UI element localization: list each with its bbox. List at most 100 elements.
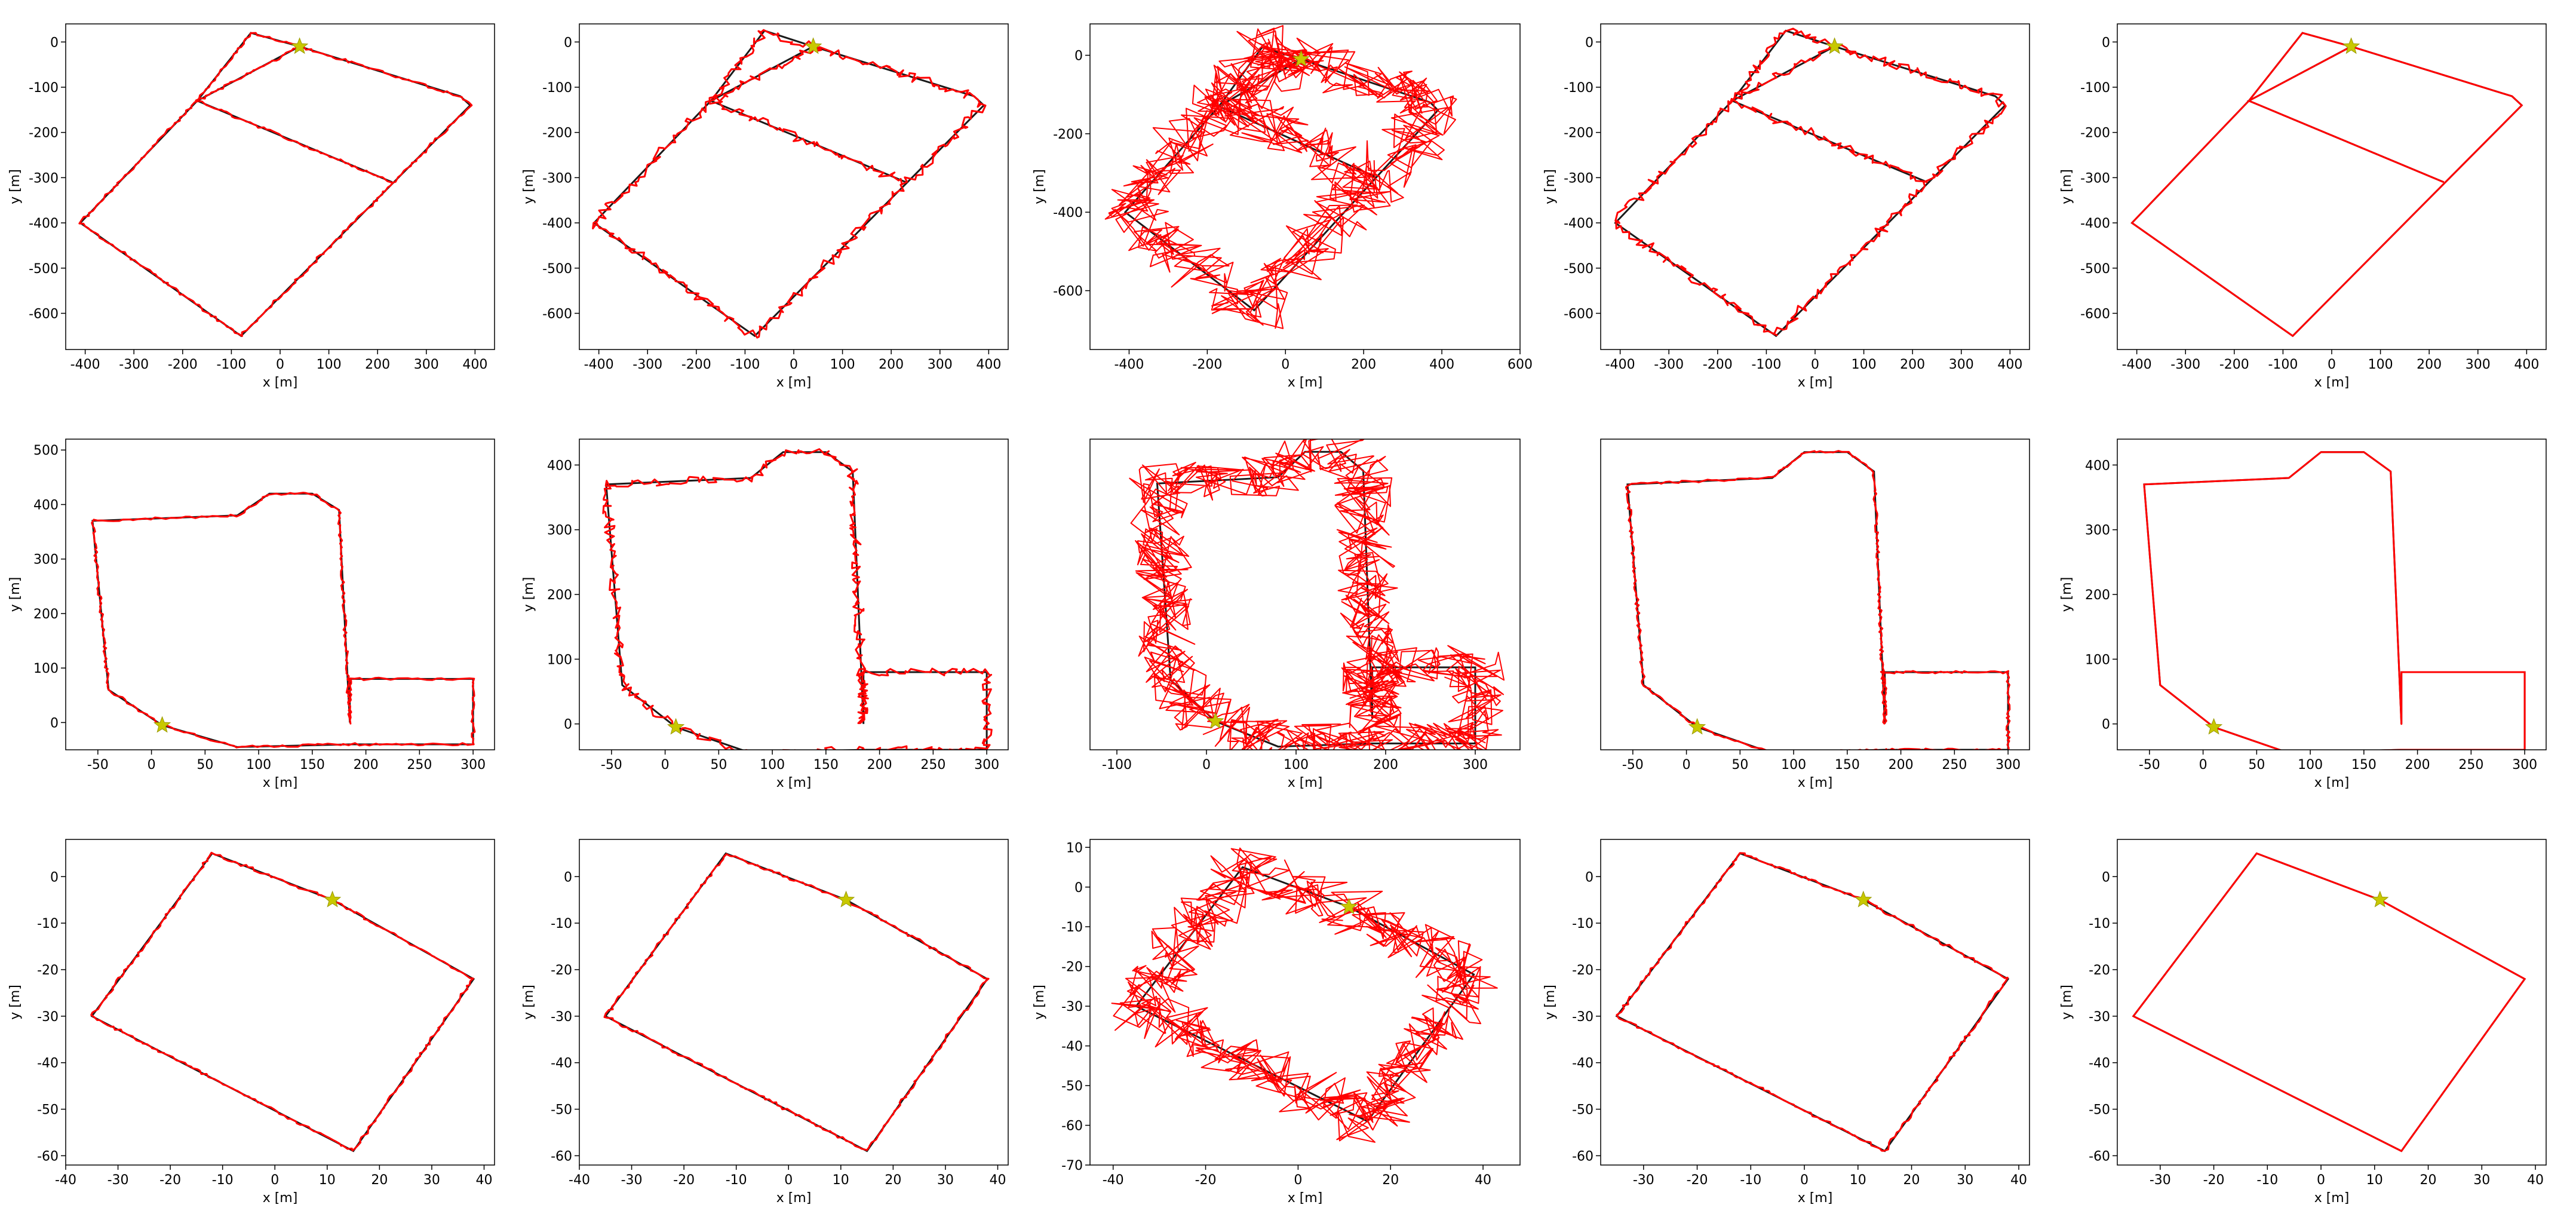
x-tick-label: -30 [2150,1173,2171,1188]
x-tick-label: 20 [1903,1173,1920,1188]
x-tick-label: 10 [833,1173,849,1188]
plot-frame [1089,839,1521,1166]
trajectory-panel-2-2: -50 0 50 100 150 200 250 300 0 100 200 300 400 x [m] y… [521,439,1009,790]
x-tick-label: 200 [1351,357,1376,372]
estimated-trajectory-line [1104,24,1457,329]
x-axis-label: x [m] [1288,1191,1323,1206]
x-tick-label: 250 [920,758,945,772]
x-tick-label: -30 [1633,1173,1654,1188]
y-tick-label: -60 [2089,1149,2110,1164]
y-axis-label: y [m] [2059,985,2074,1020]
plot-frame [2117,839,2547,1166]
x-tick-label: -200 [2219,357,2249,372]
start-point-marker [153,716,171,733]
y-tick-label: 100 [33,661,59,676]
estimated-trajectory-line [602,448,993,750]
trajectory-panel-1-1: -400 -300 -200 -100 0 100 200 300 400 0 -100 -200 -3… [8,23,495,390]
y-tick-label: -400 [1564,216,1594,231]
y-tick-label: 100 [547,652,572,667]
start-point-marker [667,718,685,735]
y-tick-label: 100 [2085,652,2110,667]
y-axis-label: y [m] [8,169,23,204]
estimated-trajectory-line [603,853,990,1151]
x-tick-label: 150 [300,758,325,772]
trajectory-panel-3-3: -40 -20 0 20 40 10 0 -10 -20 -30 -40 -50 -60 -70 x [m]… [1032,839,1521,1206]
y-tick-label: -20 [37,963,59,978]
chart-plot: -50 0 50 100 150 200 250 300 0 100 200 300 400 x [m] y… [521,439,1009,790]
y-tick-label: -200 [29,126,59,141]
y-axis-label: y [m] [2059,169,2074,204]
x-tick-label: 200 [354,758,379,772]
estimated-trajectory-line [1111,847,1498,1143]
x-tick-label: -20 [673,1173,695,1188]
x-tick-label: -30 [621,1173,643,1188]
x-axis-label: x [m] [263,1191,298,1206]
x-tick-label: 100 [1852,357,1877,372]
x-tick-label: -50 [601,758,622,772]
y-tick-label: -400 [542,216,572,231]
ground-truth-line [79,32,472,338]
x-tick-label: -100 [216,357,246,372]
x-tick-label: -50 [87,758,109,772]
y-axis-label: y [m] [2059,577,2074,612]
x-tick-label: 20 [371,1173,388,1188]
start-point-marker [1292,50,1310,67]
x-tick-label: 600 [1507,357,1533,372]
start-point-marker [2342,37,2360,54]
y-tick-label: 200 [547,588,572,603]
y-axis-label: y [m] [1032,985,1047,1020]
start-point-marker [1206,712,1224,729]
y-axis-label: y [m] [521,169,536,204]
plot-frame [1600,23,2030,350]
x-tick-label: 0 [1202,758,1211,772]
y-tick-label: -20 [551,963,572,978]
x-tick-label: -100 [1102,758,1132,772]
x-tick-label: 100 [760,758,785,772]
x-tick-label: -300 [1654,357,1684,372]
chart-plot: -30 -20 -10 0 10 20 30 40 0 -10 -20 -30 -40 -50 -60 x [… [1543,839,2030,1206]
trajectory-panel-2-1: -50 0 50 100 150 200 250 300 0 100 200 300 400 500 x [… [8,439,495,790]
start-point-marker [2205,718,2223,735]
y-tick-label: 200 [2085,588,2110,603]
x-tick-label: 50 [710,758,727,772]
y-axis-label: y [m] [8,985,23,1020]
x-tick-label: 150 [813,758,839,772]
estimated-trajectory-line [2143,451,2526,750]
estimated-trajectory-line [91,492,476,749]
x-tick-label: -100 [2268,357,2298,372]
x-tick-label: -50 [1622,758,1644,772]
x-tick-label: -50 [2139,758,2160,772]
estimated-trajectory-line [2132,852,2526,1152]
y-tick-label: -30 [2089,1010,2110,1025]
start-point-marker [1855,890,1872,908]
chart-plot: -400 -300 -200 -100 0 100 200 300 400 0 -100 -200 -3… [8,23,495,390]
x-axis-label: x [m] [1288,375,1323,390]
y-tick-label: 0 [50,870,59,885]
plot-frame [579,839,1009,1166]
x-tick-label: 200 [365,357,390,372]
chart-plot: -400 -300 -200 -100 0 100 200 300 400 0 -100 -200 -3… [1543,23,2030,390]
y-tick-label: -200 [2080,126,2110,141]
plot-frame [1089,23,1521,350]
y-tick-label: -50 [37,1103,59,1118]
plot-frame [2117,23,2547,350]
ground-truth-line [605,451,988,750]
x-tick-label: 400 [2514,357,2539,372]
y-tick-label: -40 [37,1056,59,1071]
y-tick-label: -50 [551,1103,572,1118]
x-tick-label: 100 [317,357,342,372]
x-tick-label: 20 [2420,1173,2437,1188]
x-tick-label: -40 [569,1173,590,1188]
y-tick-label: -100 [2080,81,2110,96]
chart-plot: -30 -20 -10 0 10 20 30 40 0 -10 -20 -30 -40 -50 -60 x [… [2059,839,2547,1206]
x-tick-label: -40 [1103,1173,1124,1188]
y-tick-label: -10 [551,916,572,931]
x-tick-label: 20 [885,1173,901,1188]
x-tick-label: -20 [159,1173,181,1188]
x-tick-label: 50 [196,758,213,772]
y-tick-label: 0 [2102,35,2110,50]
ground-truth-line [2130,32,2523,338]
x-tick-label: 100 [830,357,855,372]
x-axis-label: x [m] [1288,775,1323,790]
plot-frame [1600,439,2030,750]
